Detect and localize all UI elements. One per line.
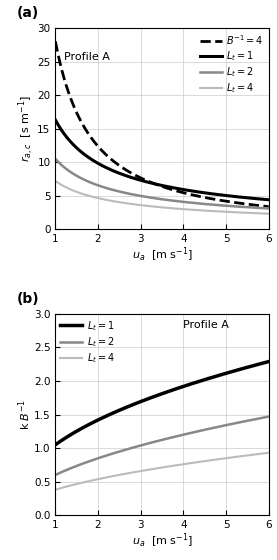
$L_t = 4$: [55, 486, 58, 493]
X-axis label: $u_a$  [m s$^{-1}$]: $u_a$ [m s$^{-1}$]: [132, 246, 193, 264]
X-axis label: $u_a$  [m s$^{-1}$]: $u_a$ [m s$^{-1}$]: [132, 531, 193, 550]
Line: $L_t = 2$: $L_t = 2$: [55, 159, 269, 208]
$B^{-1} = 4$: [184, 190, 188, 197]
$L_t = 4$: [267, 449, 270, 456]
$L_t = 2$: [234, 420, 237, 427]
$B^{-1} = 4$: [180, 189, 183, 195]
$L_t = 2$: [184, 199, 188, 206]
$B^{-1} = 4$: [234, 199, 237, 206]
$L_t = 1$: [181, 384, 184, 390]
Line: $L_t = 1$: $L_t = 1$: [55, 362, 269, 445]
$L_t = 2$: [234, 203, 237, 210]
$L_t = 1$: [184, 186, 188, 193]
$L_t = 2$: [247, 204, 250, 211]
Text: Profile A: Profile A: [183, 320, 229, 330]
$L_t = 4$: [181, 461, 184, 468]
$L_t = 1$: [267, 358, 270, 365]
Line: $L_t = 2$: $L_t = 2$: [55, 417, 269, 475]
Legend: $L_t = 1$, $L_t = 2$, $L_t = 4$: $L_t = 1$, $L_t = 2$, $L_t = 4$: [58, 317, 116, 367]
$L_t = 1$: [184, 382, 188, 389]
Text: Profile A: Profile A: [64, 52, 110, 62]
Y-axis label: $r_{a,c}$  [s m$^{-1}$]: $r_{a,c}$ [s m$^{-1}$]: [16, 95, 36, 162]
$L_t = 1$: [181, 186, 184, 193]
$L_t = 4$: [184, 206, 188, 213]
$L_t = 1$: [267, 197, 270, 203]
$L_t = 2$: [267, 205, 270, 212]
$L_t = 1$: [180, 186, 183, 193]
$L_t = 4$: [267, 211, 270, 217]
$L_t = 1$: [54, 441, 57, 448]
$L_t = 2$: [181, 198, 184, 205]
$L_t = 4$: [180, 461, 183, 468]
$L_t = 2$: [267, 413, 270, 420]
$L_t = 4$: [181, 206, 184, 212]
$L_t = 1$: [247, 194, 250, 201]
$L_t = 4$: [54, 486, 57, 493]
$L_t = 1$: [234, 367, 237, 374]
$L_t = 1$: [247, 363, 250, 370]
$L_t = 1$: [55, 441, 58, 447]
$L_t = 2$: [54, 156, 57, 162]
$L_t = 4$: [54, 178, 57, 184]
Line: $L_t = 4$: $L_t = 4$: [55, 452, 269, 489]
$L_t = 4$: [234, 209, 237, 216]
$B^{-1} = 4$: [54, 38, 57, 45]
$L_t = 2$: [55, 472, 58, 478]
$L_t = 2$: [55, 156, 58, 163]
$L_t = 1$: [234, 193, 237, 200]
$B^{-1} = 4$: [247, 201, 250, 208]
$L_t = 4$: [247, 209, 250, 216]
Line: $L_t = 4$: $L_t = 4$: [55, 181, 269, 214]
Y-axis label: k $B^{-1}$: k $B^{-1}$: [16, 399, 32, 430]
$L_t = 2$: [181, 432, 184, 438]
$L_t = 1$: [55, 118, 58, 125]
$L_t = 1$: [180, 384, 183, 390]
$L_t = 2$: [247, 417, 250, 424]
$B^{-1} = 4$: [267, 203, 270, 210]
$L_t = 4$: [234, 454, 237, 460]
$L_t = 4$: [247, 452, 250, 459]
Text: (b): (b): [17, 292, 40, 306]
Legend: $B^{-1} = 4$, $L_t = 1$, $L_t = 2$, $L_t = 4$: $B^{-1} = 4$, $L_t = 1$, $L_t = 2$, $L_t…: [198, 31, 266, 97]
$B^{-1} = 4$: [55, 41, 58, 48]
$L_t = 2$: [54, 472, 57, 478]
Line: $B^{-1} = 4$: $B^{-1} = 4$: [55, 41, 269, 207]
Text: (a): (a): [17, 6, 39, 20]
$L_t = 2$: [180, 432, 183, 438]
$L_t = 4$: [184, 460, 188, 467]
Line: $L_t = 1$: $L_t = 1$: [55, 120, 269, 200]
$L_t = 2$: [180, 198, 183, 205]
$L_t = 1$: [54, 116, 57, 123]
$L_t = 2$: [184, 431, 188, 437]
$L_t = 4$: [180, 206, 183, 212]
$L_t = 4$: [55, 178, 58, 185]
$B^{-1} = 4$: [181, 189, 184, 196]
